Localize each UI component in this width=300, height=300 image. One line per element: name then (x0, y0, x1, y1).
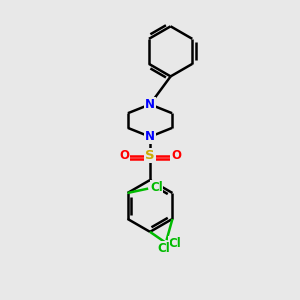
Text: N: N (145, 98, 155, 111)
Text: Cl: Cl (157, 242, 170, 255)
Text: O: O (171, 149, 181, 162)
Text: S: S (145, 149, 155, 162)
Text: N: N (145, 130, 155, 143)
Text: Cl: Cl (168, 236, 181, 250)
Text: O: O (119, 149, 129, 162)
Text: Cl: Cl (150, 181, 163, 194)
